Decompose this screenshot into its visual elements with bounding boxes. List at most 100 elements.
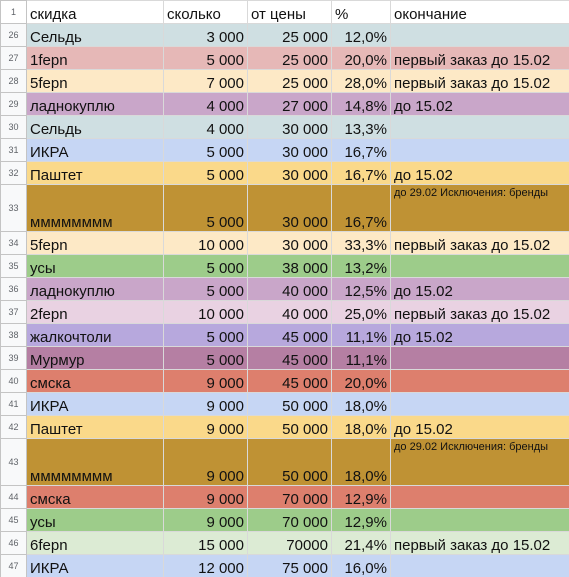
cell-amount[interactable]: 5 000: [163, 346, 248, 370]
cell-min-price[interactable]: 30 000: [247, 115, 332, 139]
cell-min-price[interactable]: 50 000: [247, 415, 332, 439]
cell-name[interactable]: 6fepn: [26, 531, 164, 555]
row-number[interactable]: 41: [0, 392, 27, 416]
cell-min-price[interactable]: 45 000: [247, 346, 332, 370]
cell-amount[interactable]: 9 000: [163, 415, 248, 439]
cell-min-price[interactable]: 25 000: [247, 46, 332, 70]
cell-name[interactable]: 2fepn: [26, 300, 164, 324]
cell-min-price[interactable]: 25 000: [247, 23, 332, 47]
cell-percent[interactable]: 21,4%: [331, 531, 391, 555]
cell-amount[interactable]: 9 000: [163, 508, 248, 532]
cell-name[interactable]: Паштет: [26, 161, 164, 185]
cell-name[interactable]: усы: [26, 508, 164, 532]
cell-amount[interactable]: 5 000: [163, 138, 248, 162]
cell-end[interactable]: первый заказ до 15.02: [390, 69, 569, 93]
row-number[interactable]: 36: [0, 277, 27, 301]
row-number[interactable]: 31: [0, 138, 27, 162]
cell-name[interactable]: мммммммм: [26, 438, 164, 486]
row-number[interactable]: 37: [0, 300, 27, 324]
cell-min-price[interactable]: 40 000: [247, 300, 332, 324]
cell-name[interactable]: 5fepn: [26, 69, 164, 93]
cell-name[interactable]: 1fepn: [26, 46, 164, 70]
row-number[interactable]: 30: [0, 115, 27, 139]
cell-name[interactable]: ладнокуплю: [26, 92, 164, 116]
cell-amount[interactable]: 12 000: [163, 554, 248, 577]
cell-amount[interactable]: 3 000: [163, 23, 248, 47]
cell-end[interactable]: первый заказ до 15.02: [390, 531, 569, 555]
cell-end[interactable]: [390, 508, 569, 532]
row-number[interactable]: 46: [0, 531, 27, 555]
cell-end[interactable]: [390, 369, 569, 393]
row-number[interactable]: 27: [0, 46, 27, 70]
cell-end[interactable]: [390, 138, 569, 162]
cell-percent[interactable]: 12,9%: [331, 485, 391, 509]
cell-end[interactable]: [390, 554, 569, 577]
cell-percent[interactable]: 16,7%: [331, 184, 391, 232]
cell-end[interactable]: [390, 23, 569, 47]
cell-percent[interactable]: 12,0%: [331, 23, 391, 47]
row-number[interactable]: 34: [0, 231, 27, 255]
cell-min-price[interactable]: 70000: [247, 531, 332, 555]
cell-min-price[interactable]: 25 000: [247, 69, 332, 93]
cell-end[interactable]: до 29.02 Исключения: бренды: [390, 184, 569, 232]
row-number[interactable]: 28: [0, 69, 27, 93]
cell-name[interactable]: жалкочтоли: [26, 323, 164, 347]
cell-amount[interactable]: 10 000: [163, 231, 248, 255]
cell-name[interactable]: смска: [26, 485, 164, 509]
cell-min-price[interactable]: 27 000: [247, 92, 332, 116]
cell-percent[interactable]: 13,3%: [331, 115, 391, 139]
cell-name[interactable]: ИКРА: [26, 138, 164, 162]
cell-min-price[interactable]: 50 000: [247, 438, 332, 486]
cell-end[interactable]: до 15.02: [390, 92, 569, 116]
row-number[interactable]: 43: [0, 438, 27, 486]
cell-name[interactable]: смска: [26, 369, 164, 393]
cell-percent[interactable]: 11,1%: [331, 323, 391, 347]
cell-min-price[interactable]: 50 000: [247, 392, 332, 416]
cell-percent[interactable]: 16,7%: [331, 138, 391, 162]
cell-amount[interactable]: 5 000: [163, 184, 248, 232]
cell-end[interactable]: до 15.02: [390, 323, 569, 347]
cell-amount[interactable]: 4 000: [163, 115, 248, 139]
cell-name[interactable]: усы: [26, 254, 164, 278]
cell-name[interactable]: мммммммм: [26, 184, 164, 232]
cell-end[interactable]: первый заказ до 15.02: [390, 300, 569, 324]
cell-end[interactable]: [390, 115, 569, 139]
cell-amount[interactable]: 5 000: [163, 254, 248, 278]
cell-end[interactable]: [390, 485, 569, 509]
cell-name[interactable]: Сельдь: [26, 115, 164, 139]
cell-percent[interactable]: 28,0%: [331, 69, 391, 93]
cell-min-price[interactable]: 30 000: [247, 161, 332, 185]
cell-min-price[interactable]: 40 000: [247, 277, 332, 301]
cell-percent[interactable]: 12,5%: [331, 277, 391, 301]
cell-min-price[interactable]: 30 000: [247, 184, 332, 232]
row-number[interactable]: 39: [0, 346, 27, 370]
header-cell-amount[interactable]: сколько: [163, 0, 248, 24]
cell-end[interactable]: [390, 254, 569, 278]
cell-percent[interactable]: 33,3%: [331, 231, 391, 255]
cell-end[interactable]: до 15.02: [390, 161, 569, 185]
cell-percent[interactable]: 13,2%: [331, 254, 391, 278]
cell-end[interactable]: первый заказ до 15.02: [390, 46, 569, 70]
row-number[interactable]: 33: [0, 184, 27, 232]
cell-percent[interactable]: 12,9%: [331, 508, 391, 532]
cell-end[interactable]: до 29.02 Исключения: бренды: [390, 438, 569, 486]
cell-min-price[interactable]: 70 000: [247, 485, 332, 509]
cell-percent[interactable]: 11,1%: [331, 346, 391, 370]
cell-min-price[interactable]: 45 000: [247, 369, 332, 393]
cell-amount[interactable]: 9 000: [163, 369, 248, 393]
row-number[interactable]: 29: [0, 92, 27, 116]
row-number[interactable]: 35: [0, 254, 27, 278]
cell-name[interactable]: ладнокуплю: [26, 277, 164, 301]
cell-percent[interactable]: 20,0%: [331, 369, 391, 393]
cell-min-price[interactable]: 45 000: [247, 323, 332, 347]
cell-percent[interactable]: 16,0%: [331, 554, 391, 577]
cell-percent[interactable]: 20,0%: [331, 46, 391, 70]
cell-amount[interactable]: 15 000: [163, 531, 248, 555]
cell-name[interactable]: 5fepn: [26, 231, 164, 255]
cell-min-price[interactable]: 38 000: [247, 254, 332, 278]
cell-amount[interactable]: 5 000: [163, 46, 248, 70]
row-number[interactable]: 44: [0, 485, 27, 509]
cell-end[interactable]: [390, 346, 569, 370]
cell-amount[interactable]: 9 000: [163, 485, 248, 509]
